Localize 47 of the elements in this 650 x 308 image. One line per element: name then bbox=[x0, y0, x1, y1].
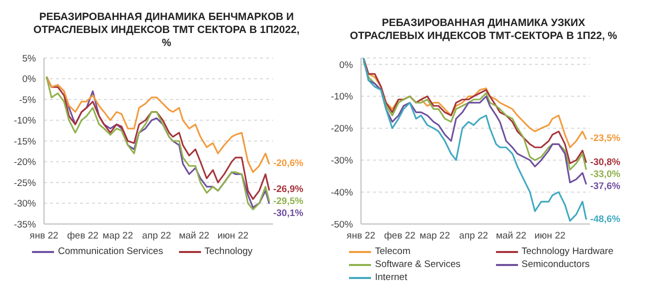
y-tick-label: 0% bbox=[339, 60, 354, 71]
x-tick-label: май 22 bbox=[496, 230, 526, 242]
chart-title: РЕБАЗИРОВАННАЯ ДИНАМИКА БЕНЧМАРКОВ И ОТРАСЛЕВЫХ ИНДЕКСОВ ТМТ СЕКТОРА В 1П2022, % bbox=[32, 10, 301, 50]
x-tick-label: мар 22 bbox=[102, 230, 133, 242]
y-tick-label: -25% bbox=[14, 178, 37, 189]
annotation: -23,5% bbox=[590, 133, 620, 146]
x-tick-label: апр 22 bbox=[142, 230, 172, 242]
y-tick-label: -35% bbox=[14, 219, 37, 230]
y-tick-label: -15% bbox=[14, 136, 37, 148]
legend-label: Communication Services bbox=[58, 246, 164, 258]
x-tick-label: июн 22 bbox=[218, 230, 248, 242]
y-tick-label: 0% bbox=[22, 74, 37, 86]
y-tick-label: -10% bbox=[330, 92, 354, 103]
x-tick-label: июн 22 bbox=[534, 230, 566, 242]
x-tick-label: янв 22 bbox=[346, 230, 376, 242]
legend-label: Semiconductors bbox=[522, 259, 590, 271]
annotation: -30,8% bbox=[590, 156, 620, 169]
legend-label: Technology bbox=[204, 246, 253, 258]
annotation: -20,6% bbox=[273, 158, 304, 170]
annotation: -30,1% bbox=[273, 208, 304, 220]
y-tick-label: -40% bbox=[330, 187, 354, 198]
legend-label: Telecom bbox=[375, 246, 410, 258]
x-tick-label: фев 22 bbox=[384, 230, 416, 242]
line-series bbox=[46, 76, 270, 173]
y-tick-label: -30% bbox=[330, 156, 354, 167]
x-tick-label: апр 22 bbox=[459, 230, 488, 242]
x-tick-label: май 22 bbox=[179, 230, 210, 242]
line-series bbox=[362, 58, 588, 222]
legend-label: Technology Hardware bbox=[522, 246, 614, 258]
annotation: -48,6% bbox=[590, 214, 620, 226]
chart-title: РЕБАЗИРОВАННАЯ ДИНАМИКА УЗКИХ ОТРАСЛЕВЫХ ИНДЕКСОВ ТМТ-СЕКТОРА В 1П22, % bbox=[348, 16, 618, 44]
annotation: -29,5% bbox=[273, 196, 304, 208]
x-tick-label: мар 22 bbox=[420, 230, 450, 242]
legend-label: Internet bbox=[375, 272, 408, 284]
y-tick-label: -20% bbox=[14, 157, 37, 168]
y-tick-label: -20% bbox=[330, 124, 354, 135]
annotation: -33,0% bbox=[590, 168, 620, 181]
x-tick-label: янв 22 bbox=[30, 230, 58, 242]
x-tick-label: фев 22 bbox=[67, 230, 98, 242]
y-tick-label: -30% bbox=[14, 198, 37, 210]
y-tick-label: 5% bbox=[22, 53, 37, 64]
annotation: -26,9% bbox=[273, 184, 304, 196]
legend-label: Software & Services bbox=[375, 259, 461, 271]
y-tick-label: -5% bbox=[19, 94, 37, 106]
annotation: -37,6% bbox=[590, 180, 620, 193]
y-tick-label: -10% bbox=[14, 116, 37, 127]
y-tick-label: -50% bbox=[330, 219, 354, 230]
